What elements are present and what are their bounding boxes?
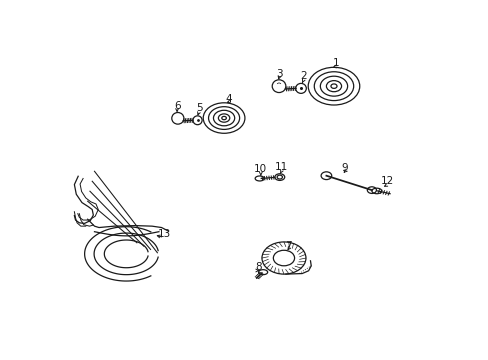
Text: 5: 5 <box>196 103 203 113</box>
Text: 12: 12 <box>381 176 394 186</box>
Text: 3: 3 <box>275 69 282 79</box>
Text: 1: 1 <box>332 58 339 68</box>
Text: 2: 2 <box>300 72 306 81</box>
Text: 4: 4 <box>225 94 231 104</box>
Text: 7: 7 <box>285 240 291 251</box>
Text: 11: 11 <box>275 162 288 172</box>
Text: 10: 10 <box>254 164 267 174</box>
Text: 8: 8 <box>255 262 262 272</box>
Text: 13: 13 <box>157 229 170 239</box>
Text: 6: 6 <box>173 102 180 111</box>
Text: 9: 9 <box>341 163 347 174</box>
